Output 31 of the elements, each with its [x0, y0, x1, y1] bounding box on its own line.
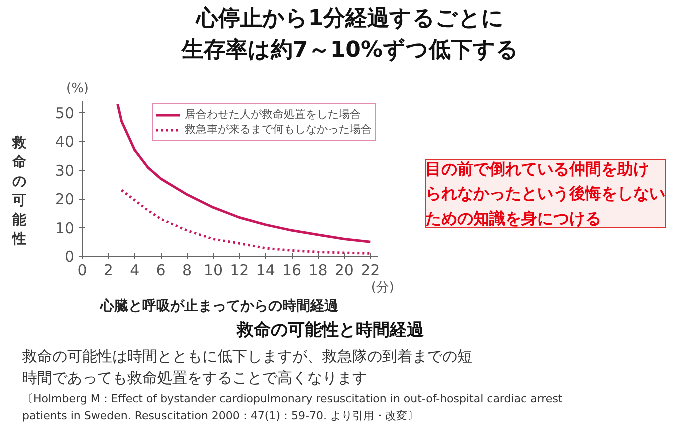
y-tick-label: 20: [55, 190, 75, 209]
x-tick-label: 20: [334, 262, 354, 280]
text: 救命の可能性と時間経過: [236, 320, 424, 340]
x-tick-label: 2: [104, 262, 114, 280]
x-tick-label: 16: [282, 262, 302, 280]
x-tick-label: 22: [361, 262, 380, 280]
line-series: [120, 189, 372, 255]
text: (%): [66, 82, 89, 96]
x-tick-label: 18: [308, 262, 328, 280]
text: (分): [371, 280, 395, 296]
chart-title: 心停止から1分経過するごとに生存率は約7～10%ずつ低下する: [181, 6, 519, 63]
x-tick-label: 4: [130, 262, 140, 280]
x-tick-label: 0: [78, 262, 88, 280]
x-tick-label: 12: [230, 262, 250, 280]
x-tick-label: 8: [182, 262, 192, 280]
legend-label: 救急車が来るまで何もしなかった場合: [185, 122, 372, 137]
y-tick-label: 50: [55, 104, 75, 122]
x-tick-label: 10: [204, 262, 224, 280]
text: 救命の可能性は時間とともに低下しますが、救急隊の到着までの短時間であっても救命処置をすることで高くなります: [22, 348, 472, 388]
line-series: [116, 103, 372, 244]
y-tick-label: 0: [64, 248, 75, 266]
text: 目の前で倒れている仲間を助けられなかったという後悔をしないための知識を身につける: [426, 160, 666, 228]
y-axis-title: 救命の可能性: [12, 136, 28, 248]
y-tick-label: 10: [55, 219, 75, 238]
y-tick-label: 40: [55, 133, 75, 152]
x-axis-title: 心臓と呼吸が止まってからの時間経過: [100, 298, 340, 314]
y-tick-label: 30: [55, 162, 75, 180]
text: 〔Holmberg M：Effect of bystander cardiopulmonary resuscitation in out-of-hospital cardiac arrest patients in Sweden. Resuscitation 2000：47(1)：59-70. より引用・改変〕: [22, 392, 564, 422]
legend-label: 居合わせた人が救命処置をした場合: [185, 107, 361, 122]
x-tick-label: 14: [256, 262, 276, 280]
x-tick-label: 6: [156, 262, 166, 280]
